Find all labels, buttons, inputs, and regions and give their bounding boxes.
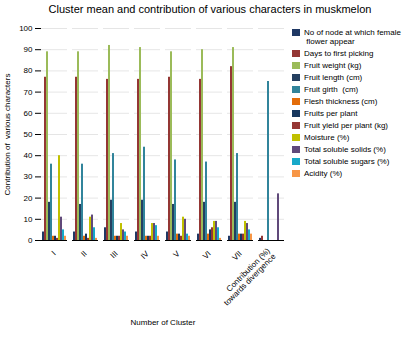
svg-text:70: 70 [24,88,33,97]
svg-text:II: II [79,249,89,259]
html-text:Fruits per plant: Fruits per plant [304,109,358,118]
html-text:Fruit yield per plant (kg): Fruit yield per plant (kg) [304,121,388,130]
svg-text:Number of Cluster: Number of Cluster [131,318,196,327]
svg-text:Contribution of various chara: Contribution of various characters [3,74,12,196]
svg-text:100: 100 [19,24,33,33]
html-text:Cluster mean and contribution: Cluster mean and contribution of various… [48,3,372,15]
html-text:Moisture (%): Moisture (%) [304,133,350,142]
svg-text:I: I [50,249,58,257]
html-text:Total soluble sugars (%): Total soluble sugars (%) [304,157,390,166]
html-text:Fruit length (cm): Fruit length (cm) [304,73,363,82]
html-text:Days to first picking: Days to first picking [304,49,374,58]
svg-text:20: 20 [24,194,33,203]
html-text:Flesh thickness (cm): Flesh thickness (cm) [304,97,378,106]
svg-text:30: 30 [24,172,33,181]
svg-text:VII: VII [230,249,243,262]
svg-text:50: 50 [24,130,33,139]
html-text:No of node at which female flo: No of node at which female flower appear [304,28,401,46]
svg-text:0: 0 [28,236,33,245]
svg-text:Contribution (%)towards diverg: Contribution (%)towards divergence [216,246,277,307]
svg-text:IV: IV [139,249,151,261]
svg-text:V: V [172,249,183,260]
svg-text:10: 10 [24,215,33,224]
html-text:Total soluble solids (%): Total soluble solids (%) [304,145,386,154]
html-text:Fruit girth (cm): Fruit girth (cm) [304,85,359,94]
svg-text:90: 90 [24,45,33,54]
svg-text:VI: VI [201,249,213,261]
svg-text:80: 80 [24,66,33,75]
svg-text:40: 40 [24,151,33,160]
svg-text:60: 60 [24,109,33,118]
svg-text:III: III [109,249,120,260]
html-text:Fruit weight (kg): Fruit weight (kg) [304,61,362,70]
html-text:Acidity (%): Acidity (%) [304,169,343,178]
